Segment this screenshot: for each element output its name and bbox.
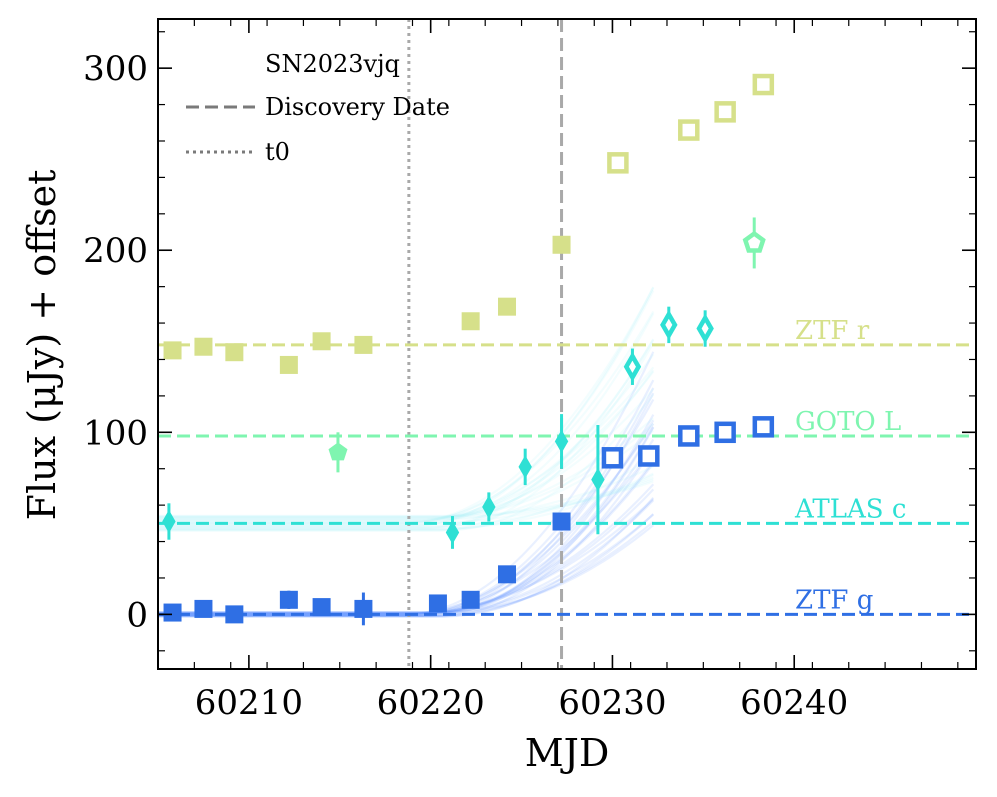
ztf-g-point [752,416,775,438]
ztf-g-points [163,416,775,626]
ztf-g-point [225,605,244,624]
legend-label-t0: t0 [265,138,290,166]
model-curve [158,286,655,527]
model-curve [158,476,654,518]
x-tick-label: 60220 [377,683,485,723]
ztf-r-point [752,73,775,96]
atlas-c-points [162,306,714,549]
ztf-g-point [601,447,624,469]
ztf-g-point [638,445,660,467]
atlas-c-point [445,520,460,545]
atlas-c-point [554,429,569,454]
ztf-r-point [225,343,244,362]
ztf-r-point [461,312,480,331]
ztf-r-point [194,337,213,356]
ztf-r-point [607,152,629,174]
model-curve [158,310,655,524]
atlas-c-point [162,509,176,534]
model-curve [158,388,655,520]
ztf-g-point [312,598,331,617]
model-curve [158,287,655,525]
atlas-c-point [660,309,678,341]
y-tick-label: 300 [83,49,148,89]
plot-frame [157,18,977,670]
model-curve [158,473,654,531]
ztf-g-point [552,512,571,531]
model-curve [158,429,654,528]
goto-l-points [328,217,766,473]
model-curve [158,422,655,518]
ztf-g-point [678,425,700,447]
model-curve [158,369,655,517]
model-curve [158,312,655,519]
ztf-g-point [428,594,447,613]
model-curve [158,342,655,532]
ztf-g-point [714,421,736,444]
x-tick-label: 60240 [740,683,848,723]
ztf-g-model-curves [158,351,655,618]
data-points-layer [162,73,775,626]
model-curve [158,338,655,530]
model-curve [158,465,654,523]
atlas-c-point [518,455,532,479]
atlas-c-series-label: ATLAS c [794,494,906,524]
x-axis-label: MJD [525,731,610,775]
ztf-r-points [163,73,775,374]
ztf-g-point [194,599,213,618]
goto-l-point [328,442,348,461]
ztf-r-point [552,235,571,254]
ztf-r-point [498,297,517,316]
ztf-r-point [678,119,700,141]
atlas-c-point [696,313,714,344]
ztf-g-point [461,590,480,609]
atlas-c-point [591,468,605,492]
model-curve [158,483,655,615]
model-curve [158,472,654,529]
ztf-r-series-label: ZTF r [795,316,870,346]
x-tick-label: 60230 [558,683,666,723]
atlas-c-point [482,495,496,519]
y-axis-label: Flux (μJy) + offset [20,170,64,521]
ztf-g-series-label: ZTF g [795,585,873,615]
goto-l-point [742,230,766,253]
model-curve [158,417,655,522]
ztf-g-point [163,603,182,622]
y-tick-label: 200 [83,231,148,271]
model-curve [158,370,655,521]
model-curve [158,455,654,531]
model-curve [158,289,655,522]
atlas-c-point [623,351,642,382]
series-labels: ZTF g ATLAS c GOTO L ZTF r [794,316,906,615]
ztf-g-point [279,590,298,609]
legend-title: SN2023vjq [265,50,400,78]
y-tick-label: 0 [126,595,148,635]
axis-ticks: 60210 60220 60230 60240 0 100 200 300 [83,19,976,723]
x-tick-label: 60210 [195,683,303,723]
ztf-r-point [312,332,331,351]
ztf-r-point [354,335,373,354]
model-fit-layer [158,286,655,618]
ztf-g-point [498,565,517,584]
ztf-r-point [279,355,298,374]
ztf-g-point [354,599,373,618]
y-tick-label: 100 [83,413,148,453]
atlas-c-model-curves [158,286,655,532]
model-curve [158,393,655,532]
model-curve [158,339,655,529]
ztf-r-point [714,101,736,123]
ztf-r-point [163,341,182,360]
goto-l-series-label: GOTO L [795,407,901,437]
legend: SN2023vjq Discovery Date t0 [186,50,450,166]
model-curve [158,480,654,520]
legend-label-discovery: Discovery Date [265,93,450,121]
